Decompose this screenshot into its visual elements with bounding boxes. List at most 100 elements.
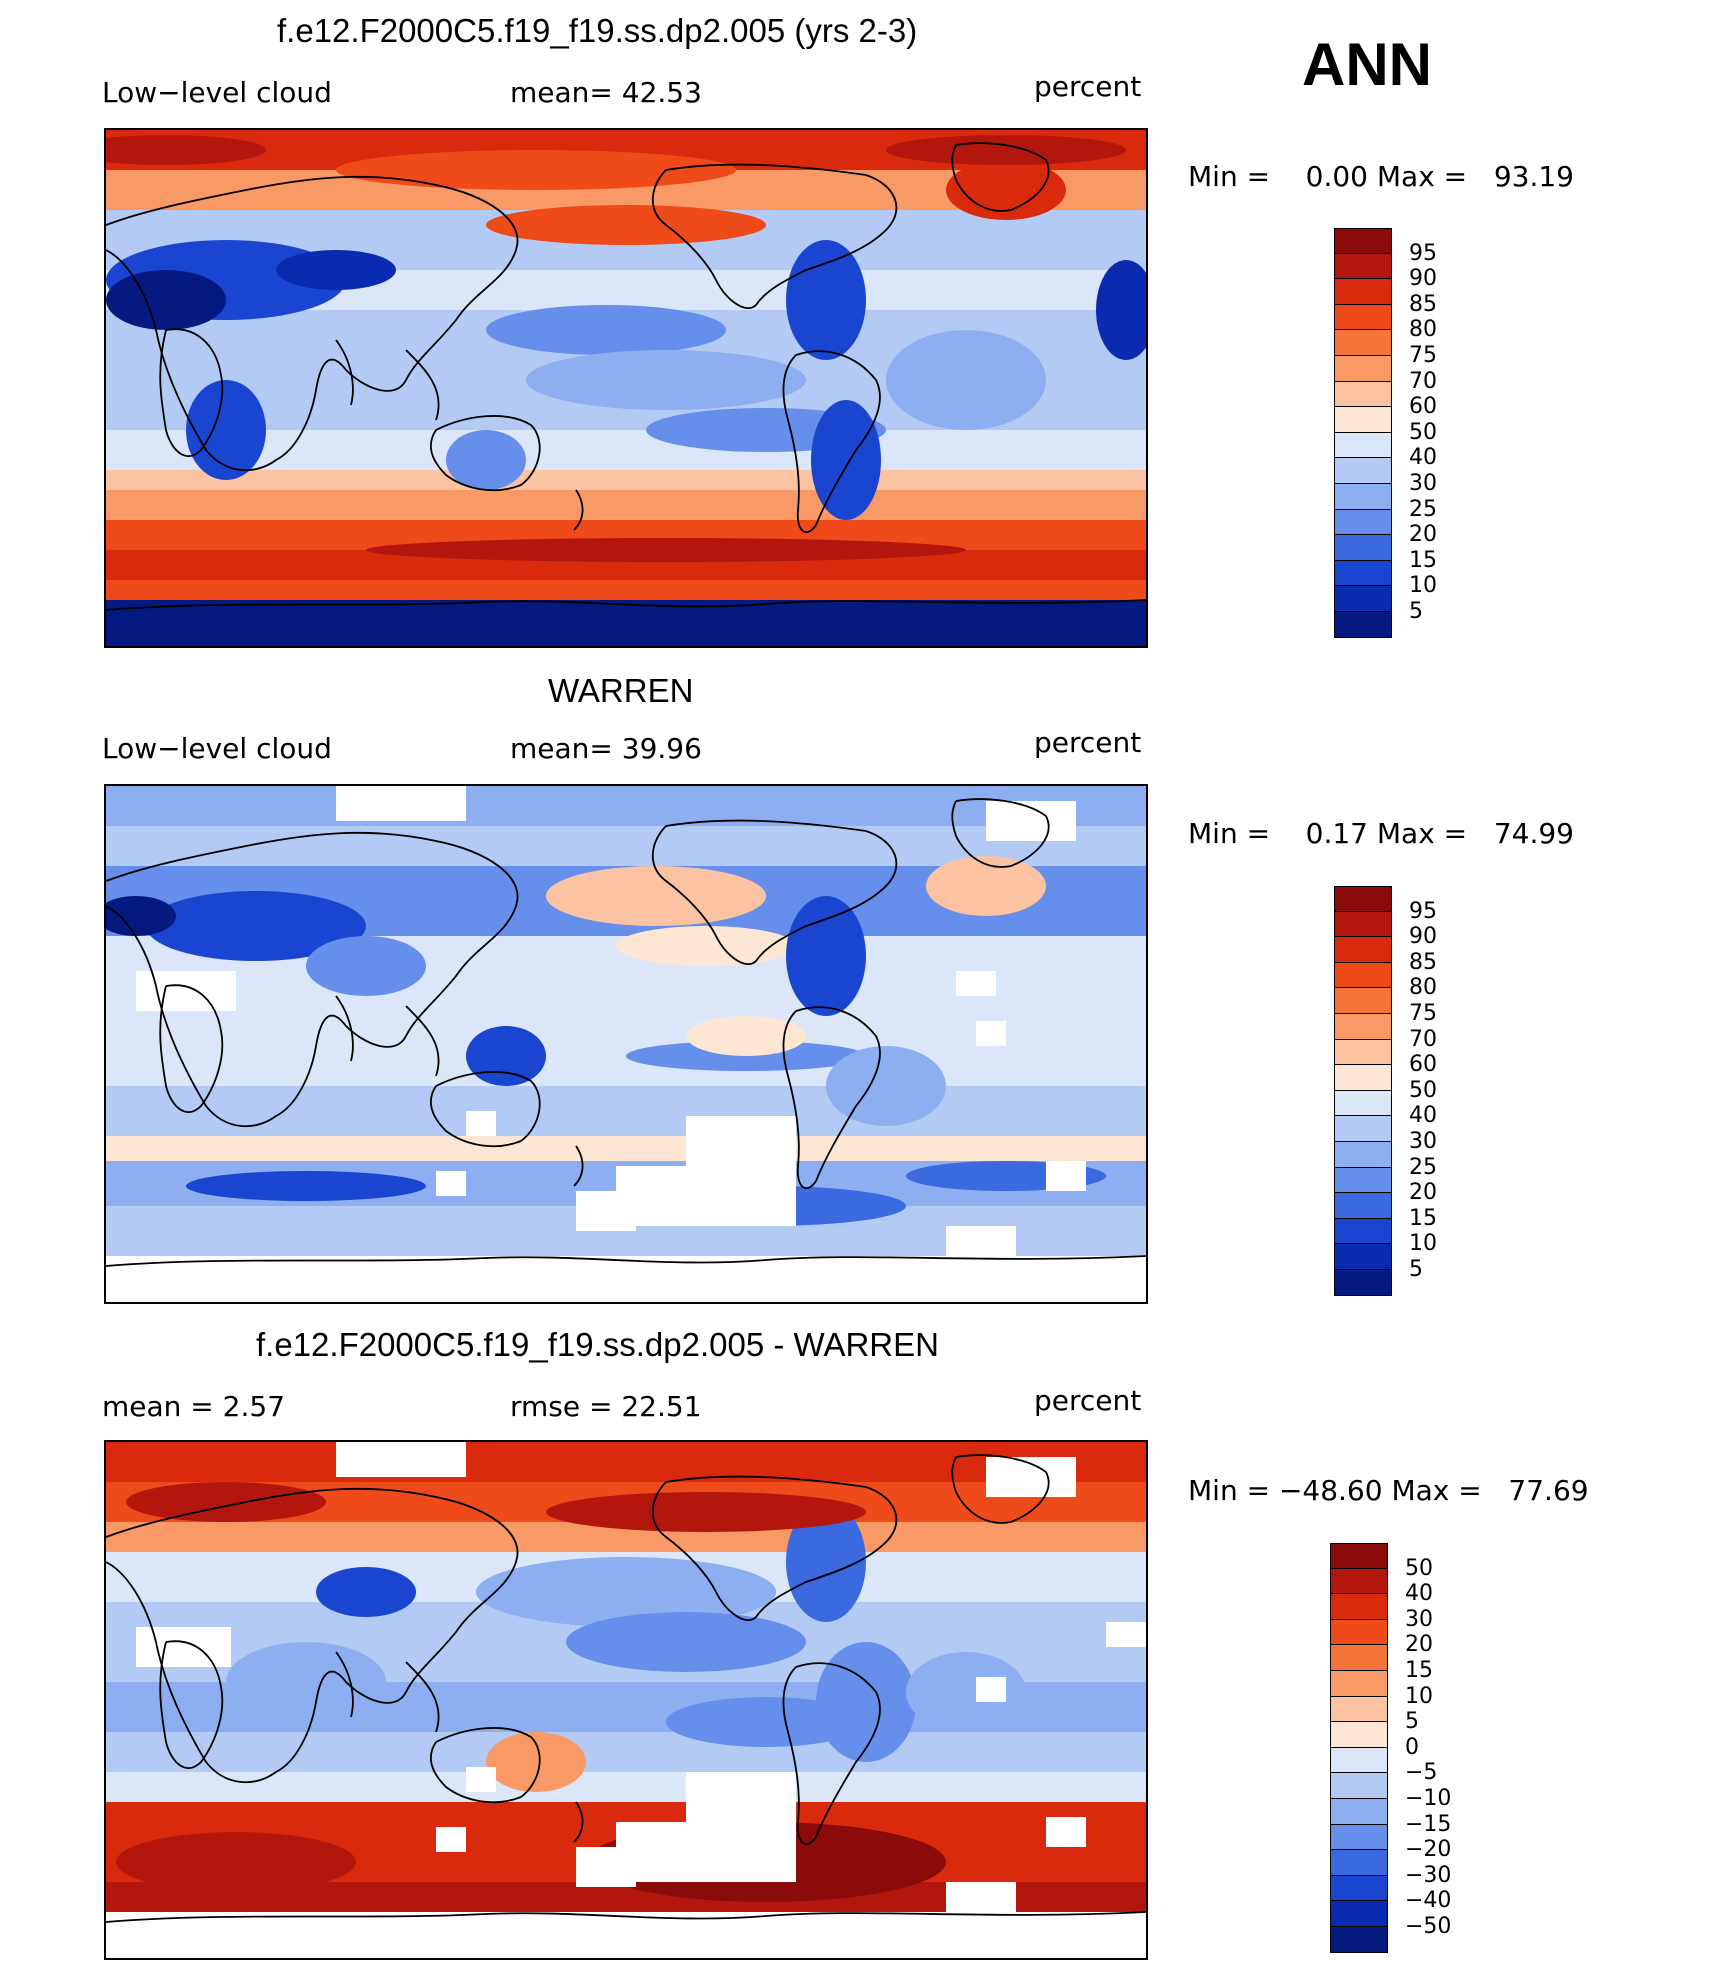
colorbar-swatch (1334, 330, 1392, 356)
colorbar-tick-label: −30 (1405, 1862, 1452, 1888)
colorbar-swatch (1334, 458, 1392, 484)
coastline (951, 142, 1050, 212)
coastline (573, 489, 584, 531)
colorbar-swatch (1334, 1090, 1392, 1117)
coastline (106, 1487, 519, 1784)
colorbar-swatch (1334, 1218, 1392, 1245)
panel-1-variable-label: Low−level cloud (102, 76, 332, 109)
field-patch (886, 330, 1046, 430)
field-patch (816, 1642, 916, 1762)
panel-3-rmse-label: rmse = 22.51 (510, 1390, 702, 1423)
panel-2-mean-label: mean= 39.96 (510, 732, 702, 765)
field-block (946, 1882, 1016, 1912)
colorbar-tick-label: 70 (1409, 368, 1437, 394)
field-patch (126, 1482, 326, 1522)
colorbar-tick-label: 5 (1405, 1709, 1419, 1735)
field-patch (546, 1492, 866, 1532)
panel-1-map (104, 128, 1148, 648)
field-block (136, 1627, 231, 1667)
field-block (1106, 1622, 1146, 1647)
field-patch (276, 250, 396, 290)
field-patch (186, 1171, 426, 1201)
colorbar-swatch (1334, 937, 1392, 963)
colorbar-tick-label: 40 (1409, 1103, 1437, 1129)
coastline (106, 1255, 1146, 1267)
coastline (106, 175, 519, 472)
field-block (576, 1847, 636, 1887)
field-patch (926, 856, 1046, 916)
field-patch (666, 1697, 866, 1747)
coastline (159, 984, 224, 1113)
panel-3-units-label: percent (1034, 1384, 1142, 1417)
field-patch (826, 1046, 946, 1126)
field-band (106, 1732, 1146, 1772)
field-patch (486, 1732, 586, 1792)
coastline (335, 1651, 440, 1733)
colorbar-swatch (1330, 1824, 1388, 1851)
colorbar-tick-label: 25 (1409, 496, 1437, 522)
colorbar-swatch (1330, 1568, 1388, 1595)
field-band (106, 490, 1146, 520)
field-block (436, 1827, 466, 1852)
panel-3-min-max: Min = −48.60 Max = 77.69 (1188, 1474, 1589, 1507)
colorbar-tick-label: 25 (1409, 1154, 1437, 1180)
colorbar-frame (1330, 1543, 1388, 1953)
field-band (106, 1442, 1146, 1482)
colorbar-tick-label: −15 (1405, 1811, 1452, 1837)
colorbar-frame (1334, 228, 1392, 638)
field-block (466, 1767, 496, 1792)
field-patch (811, 400, 881, 520)
colorbar-swatch (1334, 1039, 1392, 1066)
field-patch (486, 305, 726, 355)
field-band (106, 786, 1146, 826)
colorbar-swatch (1334, 1270, 1392, 1296)
colorbar-tick-label: 40 (1405, 1581, 1433, 1607)
colorbar-swatch (1334, 1193, 1392, 1219)
field-block (196, 971, 236, 1011)
field-block (576, 1191, 636, 1231)
colorbar-frame (1334, 886, 1392, 1296)
coastline (106, 831, 519, 1128)
panel-2-map (104, 784, 1148, 1304)
field-band (106, 470, 1146, 490)
field-patch (116, 1832, 356, 1892)
colorbar-tick-label: 85 (1409, 949, 1437, 975)
panel-1-map-svg (106, 130, 1146, 646)
panel-1-title: f.e12.F2000C5.f19_f19.ss.dp2.005 (yrs 2-… (277, 12, 918, 49)
colorbar-tick-label: 60 (1409, 394, 1437, 420)
colorbar-tick-label: 5 (1409, 1257, 1423, 1282)
panel-3-title: f.e12.F2000C5.f19_f19.ss.dp2.005 - WARRE… (256, 1326, 939, 1363)
coastline (106, 599, 1146, 611)
colorbar-swatch (1330, 1594, 1388, 1620)
colorbar-swatch (1334, 304, 1392, 331)
colorbar-tick-label: 70 (1409, 1026, 1437, 1052)
colorbar-tick-label: −10 (1405, 1786, 1452, 1811)
field-band (106, 1256, 1146, 1302)
field-block (956, 971, 996, 996)
field-patch (1096, 260, 1146, 360)
field-patch (306, 936, 426, 996)
coastline (335, 995, 440, 1077)
coastline (782, 350, 881, 534)
colorbar-swatch (1334, 432, 1392, 459)
coastline (782, 1006, 881, 1190)
field-patch (566, 1612, 806, 1672)
colorbar-swatch (1334, 1014, 1392, 1040)
colorbar-swatch (1334, 228, 1392, 254)
colorbar-swatch (1334, 407, 1392, 433)
colorbar-tick-label: 5 (1409, 599, 1423, 624)
field-patch (336, 150, 736, 190)
colorbar-swatch (1334, 962, 1392, 989)
panel-2-variable-label: Low−level cloud (102, 732, 332, 765)
colorbar-tick-label: 10 (1409, 573, 1437, 599)
coastline (429, 1727, 541, 1804)
field-band (106, 1912, 1146, 1958)
colorbar-swatch (1334, 509, 1392, 536)
colorbar-swatch (1334, 535, 1392, 561)
colorbar-tick-label: 95 (1409, 240, 1437, 266)
colorbar-swatch (1334, 886, 1392, 912)
field-band (106, 1772, 1146, 1802)
field-patch (446, 430, 526, 490)
coastline (573, 1145, 584, 1187)
field-block (436, 1171, 466, 1196)
